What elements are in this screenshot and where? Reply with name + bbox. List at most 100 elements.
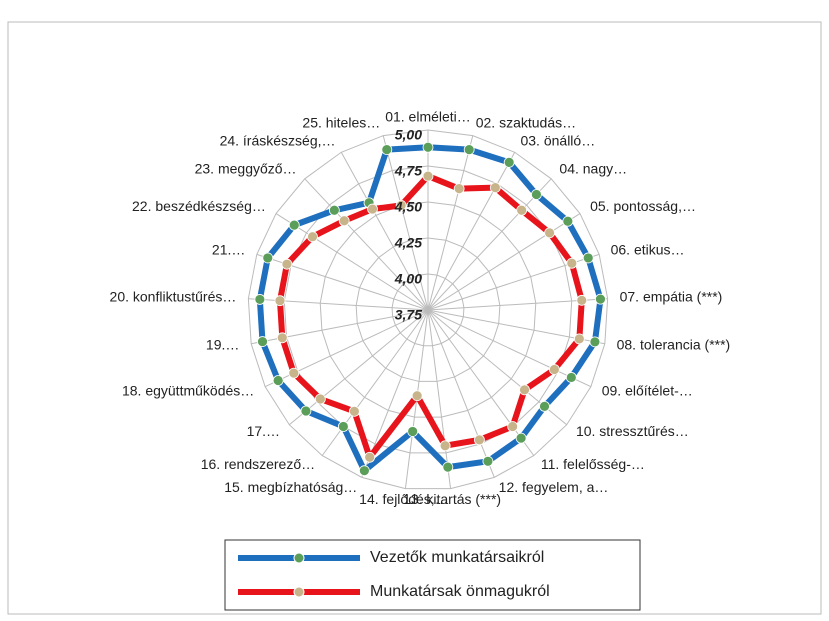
series-marker xyxy=(507,421,519,432)
spoke xyxy=(427,309,495,478)
category-label: 17.… xyxy=(247,423,280,439)
spoke xyxy=(275,213,429,311)
series-marker xyxy=(358,465,370,477)
grid-ring xyxy=(391,273,465,347)
category-label: 04. nagy… xyxy=(559,161,627,177)
spoke xyxy=(340,152,429,311)
legend-marker xyxy=(293,586,305,598)
series-marker xyxy=(288,367,300,379)
category-label: 22. beszédkészség… xyxy=(132,198,266,214)
series-marker xyxy=(254,294,266,305)
r-tick-label: 3,75 xyxy=(395,307,422,323)
series-marker xyxy=(257,336,268,347)
category-label: 01. elméleti… xyxy=(385,109,471,125)
series-marker xyxy=(276,332,288,344)
r-tick-label: 5,00 xyxy=(395,127,422,143)
series-marker xyxy=(516,204,528,216)
spoke xyxy=(427,309,535,456)
category-label: 13. kitartás (***) xyxy=(403,491,501,507)
series-marker xyxy=(262,252,274,264)
category-label: 12. fegyelem, a… xyxy=(499,479,609,495)
grid-ring xyxy=(355,237,501,382)
category-label: 02. szaktudás… xyxy=(476,115,576,131)
series-marker xyxy=(595,293,606,305)
category-label: 24. íráskészség,… xyxy=(220,132,336,148)
spoke xyxy=(304,178,429,311)
series-marker xyxy=(288,219,300,231)
series-line xyxy=(276,173,585,461)
category-label: 25. hiteles… xyxy=(302,115,380,131)
series-marker xyxy=(489,182,501,193)
category-label: 08. tolerancia (***) xyxy=(617,337,731,353)
series-marker xyxy=(503,156,515,168)
legend-marker xyxy=(293,552,305,564)
plot: 3,75 4,00 4,25 4,50 4,75 5,00 xyxy=(254,127,606,477)
series-marker xyxy=(348,405,360,417)
series-marker xyxy=(314,393,326,405)
category-label: 10. stressztűrés… xyxy=(576,423,689,439)
series-marker xyxy=(395,199,407,211)
legend-label: Munkatársak önmagukról xyxy=(370,583,550,600)
category-label: 05. pontosság,… xyxy=(590,198,696,214)
series-line xyxy=(256,144,604,474)
r-tick-label: 4,75 xyxy=(394,163,422,179)
category-label: 20. konfliktustűrés… xyxy=(110,289,237,305)
spoke xyxy=(427,309,592,388)
series-marker xyxy=(364,451,376,463)
series-marker xyxy=(381,144,393,156)
series-marker xyxy=(422,170,434,182)
series-marker xyxy=(439,440,451,452)
category-label: 11. felelősség-… xyxy=(541,456,645,472)
series-marker xyxy=(337,421,349,432)
grid-ring xyxy=(247,129,609,490)
r-tick-label: 4,25 xyxy=(394,235,422,251)
series-marker xyxy=(453,183,465,195)
spoke xyxy=(382,135,429,311)
spoke xyxy=(427,135,474,311)
category-label: 21.… xyxy=(212,241,245,257)
series-marker xyxy=(565,372,577,383)
series-marker xyxy=(272,375,284,386)
series-marker xyxy=(307,231,318,243)
grid: 01. elméleti… 02. szaktudás…03. önálló… 04… xyxy=(110,109,731,507)
series-marker xyxy=(544,227,555,239)
spoke xyxy=(427,178,552,311)
r-tick-label: 4,00 xyxy=(394,271,422,287)
category-label: 23. meggyőző… xyxy=(195,161,297,177)
series-marker xyxy=(582,252,594,264)
series-marker xyxy=(367,203,378,215)
spoke xyxy=(427,213,581,311)
series-marker xyxy=(300,405,312,417)
series-marker xyxy=(519,384,530,396)
series-marker xyxy=(562,215,574,227)
legend xyxy=(224,539,641,611)
series-marker xyxy=(407,426,419,437)
spoke xyxy=(288,309,429,426)
category-label: 15. megbízhatóság… xyxy=(224,479,357,495)
chart-frame xyxy=(7,21,822,615)
series-marker xyxy=(422,141,434,153)
category-label: 19.… xyxy=(206,337,239,353)
spoke xyxy=(427,309,452,489)
series-marker xyxy=(338,215,350,227)
series-marker xyxy=(566,257,578,269)
series-marker xyxy=(463,144,475,156)
series-marker xyxy=(281,258,293,270)
series-marker xyxy=(576,294,588,306)
category-label: 09. előítélet-… xyxy=(602,382,693,398)
series-marker xyxy=(274,295,286,307)
series-marker xyxy=(411,390,423,402)
category-label: 18. együttműködés… xyxy=(122,382,254,398)
series-marker xyxy=(515,432,527,444)
category-label: 06. etikus… xyxy=(611,241,685,257)
spoke xyxy=(427,152,516,311)
legend-items: Vezetők munkatársaikról Munkatársak önmag… xyxy=(238,549,550,600)
series-marker xyxy=(442,461,454,473)
category-label: 16. rendszerező… xyxy=(201,456,315,472)
series-marker xyxy=(573,333,585,345)
series-marker xyxy=(589,336,601,348)
legend-label: Vezetők munkatársaikról xyxy=(370,549,544,566)
spoke xyxy=(321,309,429,456)
series-marker xyxy=(474,434,485,446)
